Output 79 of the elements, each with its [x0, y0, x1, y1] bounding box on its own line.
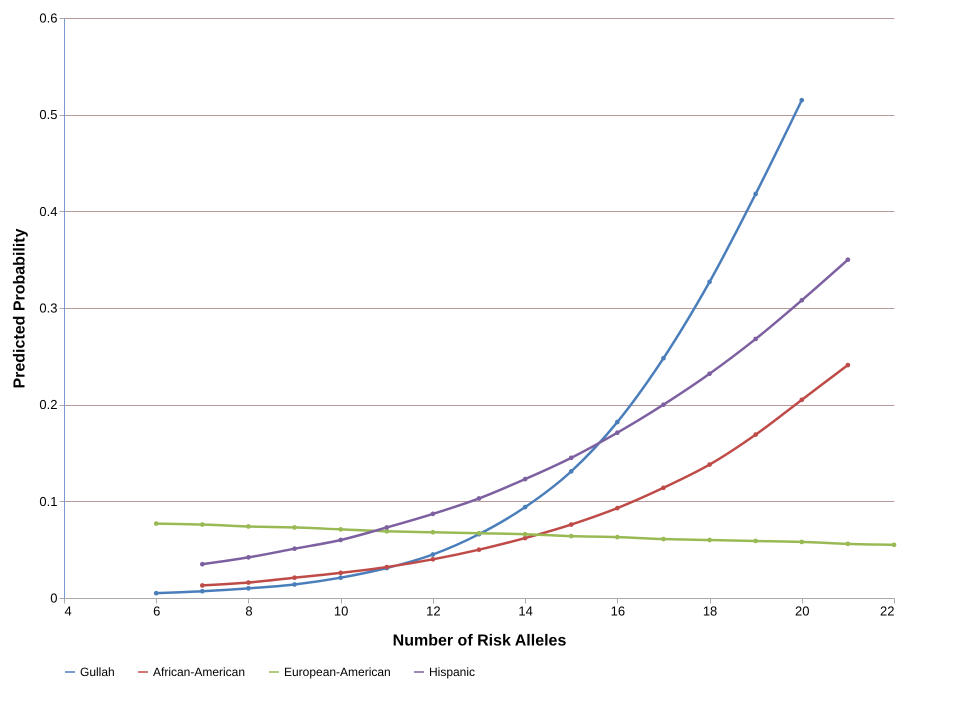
- point: [154, 590, 159, 596]
- point: [846, 362, 850, 368]
- y-tick-label: 0.5: [39, 107, 58, 122]
- x-tick-label: 16: [610, 604, 626, 618]
- point: [430, 552, 436, 557]
- point: [661, 356, 666, 361]
- point: [476, 496, 482, 501]
- point: [154, 521, 159, 526]
- x-tick-label: 18: [702, 604, 718, 618]
- point: [338, 575, 344, 580]
- point: [799, 540, 804, 544]
- point: [338, 527, 344, 532]
- x-tick-label: 12: [426, 604, 441, 618]
- point: [430, 530, 436, 535]
- point: [246, 524, 251, 529]
- point: [661, 402, 666, 408]
- legend-label: Gullah: [80, 665, 115, 679]
- point: [846, 257, 850, 262]
- point: [200, 562, 205, 567]
- point: [246, 586, 251, 591]
- legend-label: Hispanic: [429, 665, 476, 679]
- y-tick-label: 0.4: [39, 204, 58, 219]
- point: [200, 583, 205, 588]
- y-tick-label: 0.1: [39, 494, 58, 509]
- point: [614, 506, 620, 510]
- point: [338, 538, 344, 542]
- y-tick-label: 0.6: [39, 10, 58, 26]
- y-axis-title: Predicted Probability: [11, 228, 28, 389]
- x-tick-label: 10: [334, 604, 348, 618]
- x-tick-label: 4: [64, 604, 72, 618]
- point: [338, 570, 344, 576]
- point: [892, 542, 896, 548]
- point: [292, 575, 297, 580]
- point: [614, 430, 620, 436]
- point: [430, 556, 436, 562]
- point: [846, 542, 850, 546]
- point: [200, 522, 205, 527]
- point: [522, 532, 528, 537]
- point: [246, 580, 251, 585]
- x-tick-label: 22: [880, 604, 894, 618]
- point: [522, 504, 528, 510]
- y-tick-label: 0.2: [39, 397, 58, 412]
- point: [430, 512, 436, 516]
- point: [292, 525, 297, 530]
- point: [753, 538, 758, 544]
- point: [799, 98, 804, 103]
- legend-label: European-American: [284, 665, 391, 679]
- point: [200, 588, 205, 594]
- point: [707, 462, 712, 467]
- point: [753, 192, 758, 196]
- point: [707, 371, 712, 376]
- point: [707, 280, 712, 284]
- y-tick-label: 0.3: [39, 300, 58, 316]
- point: [799, 298, 804, 303]
- legend-label: African-American: [153, 665, 246, 679]
- x-axis-title: Number of Risk Alleles: [392, 632, 566, 650]
- x-tick-label: 14: [518, 604, 533, 618]
- point: [568, 455, 574, 460]
- point: [661, 485, 666, 490]
- point: [568, 534, 574, 538]
- point: [568, 469, 574, 474]
- x-tick-label: 20: [795, 604, 810, 618]
- point: [707, 538, 712, 542]
- point: [384, 525, 390, 530]
- x-tick-label: 8: [245, 604, 253, 618]
- point: [292, 546, 297, 552]
- point: [522, 476, 528, 482]
- point: [753, 336, 758, 342]
- point: [246, 555, 251, 560]
- y-tick-label: 0: [50, 590, 58, 606]
- point: [476, 547, 482, 552]
- x-tick-label: 6: [153, 604, 160, 618]
- point: [614, 420, 620, 424]
- point: [799, 397, 804, 402]
- point: [292, 582, 297, 587]
- point: [661, 536, 666, 542]
- point: [753, 432, 758, 437]
- point: [614, 534, 620, 540]
- point: [568, 522, 574, 527]
